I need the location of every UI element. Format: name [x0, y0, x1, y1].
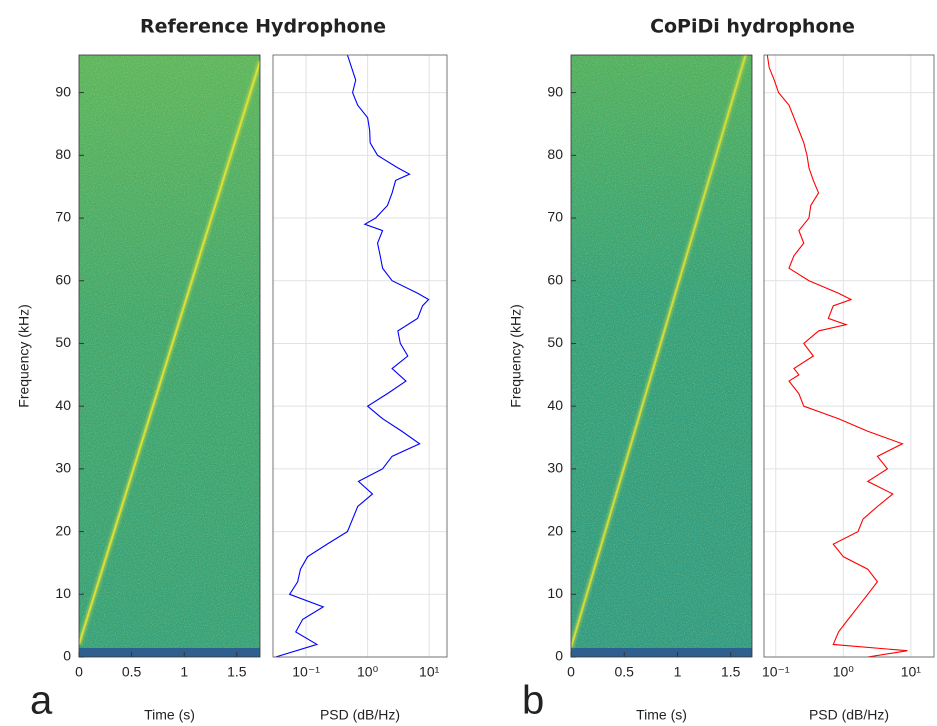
x-tick-label: 0.5 — [122, 664, 142, 680]
plot-background — [273, 55, 447, 657]
x-axis-label: PSD (dB/Hz) — [809, 707, 889, 723]
y-tick-label: 20 — [547, 522, 563, 538]
chirp-line — [571, 55, 747, 648]
y-tick-label: 90 — [547, 83, 563, 99]
x-tick-label: 1.5 — [227, 664, 247, 680]
psd-line — [275, 55, 430, 657]
panel-label: b — [522, 679, 544, 723]
panel-title: Reference Hydrophone — [140, 16, 386, 38]
axes-frame — [78, 54, 261, 658]
y-tick-label: 40 — [55, 397, 71, 413]
spectrogram-noise — [571, 55, 752, 657]
y-tick-label: 90 — [55, 83, 71, 99]
low-frequency-band — [79, 648, 260, 657]
panel-title: CoPiDi hydrophone — [650, 16, 855, 38]
y-tick-label: 30 — [55, 460, 71, 476]
psd-line — [766, 55, 908, 657]
x-tick-label: 10¹ — [419, 664, 440, 680]
y-tick-label: 60 — [55, 271, 71, 287]
y-tick-label: 50 — [547, 334, 563, 350]
chirp-group — [79, 60, 260, 646]
x-axis-label: Time (s) — [144, 707, 195, 723]
y-tick-label: 50 — [55, 334, 71, 350]
low-frequency-band — [571, 648, 752, 657]
y-tick-label: 10 — [55, 585, 71, 601]
y-tick-label: 60 — [547, 271, 563, 287]
x-tick-label: 10⁻¹ — [762, 664, 790, 680]
y-tick-label: 0 — [555, 648, 563, 664]
y-tick-label: 20 — [55, 522, 71, 538]
y-tick-label: 10 — [547, 585, 563, 601]
x-tick-label: 1 — [674, 664, 682, 680]
chirp-line — [79, 60, 260, 645]
y-tick-label: 0 — [63, 648, 71, 664]
x-tick-label: 10⁰ — [833, 664, 855, 680]
y-axis-label: Frequency (kHz) — [508, 304, 524, 407]
x-tick-label: 1.5 — [721, 664, 741, 680]
axes-frame — [570, 54, 753, 658]
y-tick-label: 40 — [547, 397, 563, 413]
y-tick-label: 80 — [547, 146, 563, 162]
axes-frame — [763, 54, 935, 658]
y-tick-label: 70 — [547, 209, 563, 225]
x-tick-label: 10¹ — [901, 664, 922, 680]
y-tick-label: 30 — [547, 460, 563, 476]
chirp-group — [571, 55, 749, 649]
x-axis-label: PSD (dB/Hz) — [320, 707, 400, 723]
plot-background — [764, 55, 934, 657]
y-tick-label: 80 — [55, 146, 71, 162]
y-axis-label: Frequency (kHz) — [16, 304, 32, 407]
x-tick-label: 0.5 — [615, 664, 635, 680]
x-tick-label: 10⁻¹ — [292, 664, 320, 680]
x-tick-label: 10⁰ — [357, 664, 379, 680]
y-tick-label: 70 — [55, 209, 71, 225]
x-axis-label: Time (s) — [636, 707, 687, 723]
x-tick-label: 0 — [75, 664, 83, 680]
psd-group — [766, 55, 908, 657]
axes-frame — [272, 54, 448, 658]
psd-group — [275, 55, 430, 657]
panel-label: a — [30, 679, 53, 723]
x-tick-label: 1 — [180, 664, 188, 680]
x-tick-label: 0 — [567, 664, 575, 680]
